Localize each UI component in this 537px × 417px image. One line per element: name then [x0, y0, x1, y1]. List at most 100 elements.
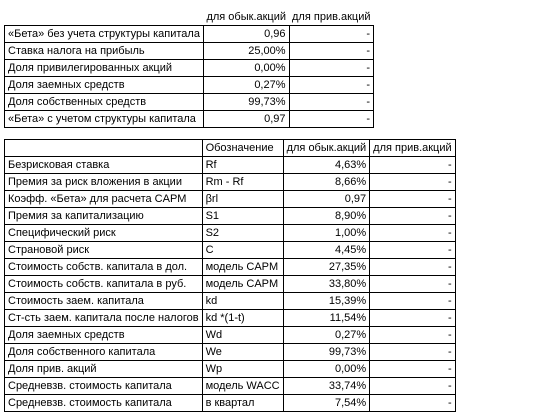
- row-label: Доля заемных средств: [4, 76, 204, 94]
- row-label: Премия за риск вложения в акции: [4, 173, 203, 191]
- common-value: 27,35%: [282, 258, 371, 276]
- beta-table: для обык.акций для прив.акций «Бета» без…: [4, 9, 375, 128]
- designation: kd: [201, 292, 284, 310]
- preferred-value: -: [288, 93, 375, 111]
- common-value: 33,80%: [282, 275, 371, 293]
- row-label: Доля привилегированных акций: [4, 59, 204, 77]
- table-row: Доля собственного капитала We 99,73% -: [4, 343, 456, 361]
- row-label: Доля заемных средств: [4, 326, 203, 344]
- designation: модель WACC: [201, 377, 284, 395]
- header-designation: Обозначение: [201, 139, 284, 157]
- preferred-value: -: [288, 110, 375, 128]
- row-label: Страновой риск: [4, 241, 203, 259]
- table-row: Стоимость собств. капитала в руб. модель…: [4, 275, 456, 293]
- common-value: 4,63%: [282, 156, 371, 174]
- header-common-shares: для обык.акций: [282, 139, 371, 157]
- table-row: Доля заемных средств Wd 0,27% -: [4, 326, 456, 344]
- preferred-value: -: [369, 173, 456, 191]
- designation: We: [201, 343, 284, 361]
- table-row: Специфический риск S2 1,00% -: [4, 224, 456, 242]
- row-label: Стоимость собств. капитала в руб.: [4, 275, 203, 293]
- cost-of-capital-table: Обозначение для обык.акций для прив.акци…: [4, 139, 456, 412]
- preferred-value: -: [369, 343, 456, 361]
- designation: S2: [201, 224, 284, 242]
- common-value: 0,27%: [282, 326, 371, 344]
- designation: βrl: [201, 190, 284, 208]
- table-row: Ст-сть заем. капитала после налогов kd *…: [4, 309, 456, 327]
- designation: Wd: [201, 326, 284, 344]
- row-label: Ставка налога на прибыль: [4, 42, 204, 60]
- common-value: 0,97: [282, 190, 371, 208]
- row-label: Ст-сть заем. капитала после налогов: [4, 309, 203, 327]
- common-value: 4,45%: [282, 241, 371, 259]
- preferred-value: -: [369, 326, 456, 344]
- common-value: 25,00%: [202, 42, 290, 60]
- common-value: 8,66%: [282, 173, 371, 191]
- beta-table-header: для обык.акций для прив.акций: [5, 9, 374, 26]
- common-value: 8,90%: [282, 207, 371, 225]
- table-row: Доля заемных средств 0,27% -: [4, 76, 375, 94]
- common-value: 0,97: [202, 110, 290, 128]
- row-label: Средневзв. стоимость капитала: [4, 394, 203, 412]
- common-value: 33,74%: [282, 377, 371, 395]
- common-value: 15,39%: [282, 292, 371, 310]
- row-label: Премия за капитализацию: [4, 207, 203, 225]
- row-label: Безрисковая ставка: [4, 156, 203, 174]
- preferred-value: -: [369, 258, 456, 276]
- common-value: 0,00%: [202, 59, 290, 77]
- header-empty-cell: [5, 9, 204, 26]
- table-row: Ставка налога на прибыль 25,00% -: [4, 42, 375, 60]
- table-row: Коэфф. «Бета» для расчета CAPM βrl 0,97 …: [4, 190, 456, 208]
- table-row: Страновой риск C 4,45% -: [4, 241, 456, 259]
- designation: модель CAPM: [201, 258, 284, 276]
- common-value: 11,54%: [282, 309, 371, 327]
- table-row: «Бета» без учета структуры капитала 0,96…: [4, 25, 375, 43]
- preferred-value: -: [369, 190, 456, 208]
- header-empty-cell: [4, 139, 203, 157]
- row-label: Специфический риск: [4, 224, 203, 242]
- common-value: 0,96: [202, 25, 290, 43]
- row-label: Коэфф. «Бета» для расчета CAPM: [4, 190, 203, 208]
- designation: S1: [201, 207, 284, 225]
- cost-table-header: Обозначение для обык.акций для прив.акци…: [4, 139, 456, 157]
- table-row: Стоимость заем. капитала kd 15,39% -: [4, 292, 456, 310]
- table-row: Стоимость собств. капитала в дол. модель…: [4, 258, 456, 276]
- designation: C: [201, 241, 284, 259]
- designation: в квартал: [201, 394, 284, 412]
- designation: Rf: [201, 156, 284, 174]
- designation: модель CAPM: [201, 275, 284, 293]
- preferred-value: -: [369, 377, 456, 395]
- row-label: Средневзв. стоимость капитала: [4, 377, 203, 395]
- common-value: 99,73%: [282, 343, 371, 361]
- designation: Rm - Rf: [201, 173, 284, 191]
- row-label: Доля собственных средств: [4, 93, 204, 111]
- header-common-shares: для обык.акций: [206, 11, 287, 23]
- row-label: «Бета» с учетом структуры капитала: [4, 110, 204, 128]
- preferred-value: -: [369, 360, 456, 378]
- preferred-value: -: [288, 42, 375, 60]
- table-row: Премия за капитализацию S1 8,90% -: [4, 207, 456, 225]
- header-preferred-shares: для прив.акций: [292, 11, 371, 23]
- table-row: Доля собственных средств 99,73% -: [4, 93, 375, 111]
- row-label: Стоимость заем. капитала: [4, 292, 203, 310]
- preferred-value: -: [288, 76, 375, 94]
- preferred-value: -: [369, 292, 456, 310]
- table-row: Средневзв. стоимость капитала модель WAC…: [4, 377, 456, 395]
- row-label: «Бета» без учета структуры капитала: [4, 25, 204, 43]
- row-label: Доля прив. акций: [4, 360, 203, 378]
- table-row: Премия за риск вложения в акции Rm - Rf …: [4, 173, 456, 191]
- preferred-value: -: [369, 207, 456, 225]
- common-value: 0,27%: [202, 76, 290, 94]
- designation: kd *(1-t): [201, 309, 284, 327]
- table-row: Доля прив. акций Wp 0,00% -: [4, 360, 456, 378]
- common-value: 7,54%: [282, 394, 371, 412]
- preferred-value: -: [369, 224, 456, 242]
- common-value: 99,73%: [202, 93, 290, 111]
- preferred-value: -: [288, 25, 375, 43]
- common-value: 0,00%: [282, 360, 371, 378]
- common-value: 1,00%: [282, 224, 371, 242]
- preferred-value: -: [288, 59, 375, 77]
- table-row: Средневзв. стоимость капитала в квартал …: [4, 394, 456, 412]
- preferred-value: -: [369, 156, 456, 174]
- row-label: Доля собственного капитала: [4, 343, 203, 361]
